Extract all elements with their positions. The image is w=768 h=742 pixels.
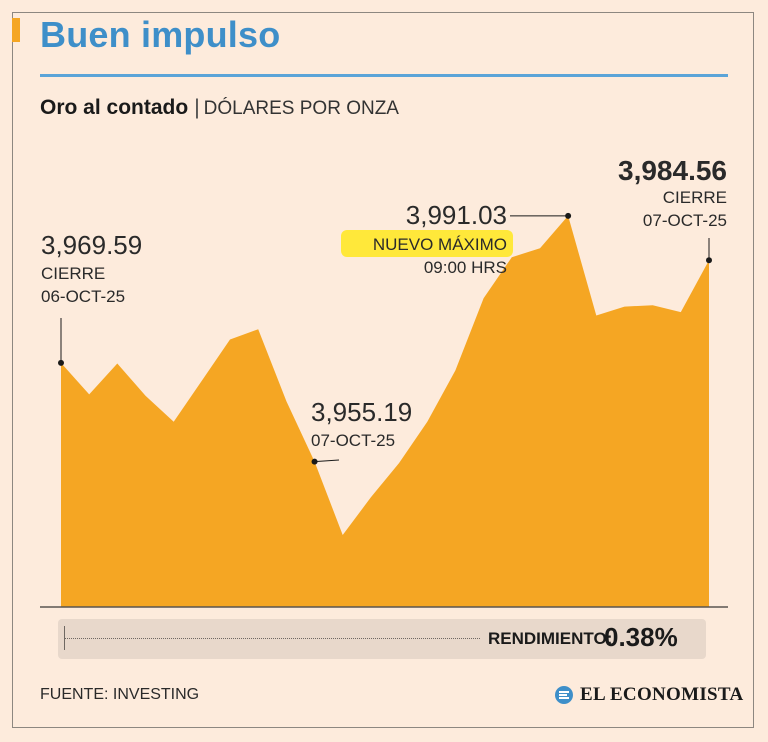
el-economista-logo-icon: [555, 686, 573, 704]
chart-subtitle-main: Oro al contado: [40, 96, 189, 119]
high-caption-label: NUEVO MÁXIMO: [373, 235, 507, 254]
return-panel: [58, 619, 706, 659]
start-date-label: 06-OCT-25: [41, 287, 125, 306]
price-area: [61, 215, 709, 608]
chart-subtitle: Oro al contado | DÓLARES POR ONZA: [40, 96, 399, 120]
page-title: Buen impulso: [40, 14, 281, 55]
end-value-label: 3,984.56: [618, 155, 727, 186]
end-date-label: 07-OCT-25: [643, 211, 727, 230]
return-label: RENDIMIENTO:: [488, 629, 613, 648]
end-caption-label: CIERRE: [663, 188, 727, 207]
title-rule: [40, 74, 728, 77]
title-accent-bar: [12, 18, 20, 42]
source-note: FUENTE: INVESTING: [40, 686, 200, 703]
low-value-label: 3,955.19: [311, 397, 412, 427]
high-marker: [565, 212, 572, 219]
return-value: 0.38%: [604, 622, 678, 652]
infographic-frame: [12, 12, 754, 728]
low-date-label: 07-OCT-25: [311, 431, 395, 450]
low-leader-line: [314, 459, 340, 463]
chart-subtitle-separator: |: [194, 96, 200, 119]
brand-logo: EL ECONOMISTA: [554, 684, 744, 706]
low-marker: [311, 458, 318, 465]
start-marker: [58, 359, 64, 366]
start-caption-label: CIERRE: [41, 264, 105, 283]
start-value-label: 3,969.59: [41, 230, 142, 260]
brand-name: EL ECONOMISTA: [580, 684, 744, 705]
new-high-highlight: [341, 230, 513, 257]
return-panel-guide: [64, 638, 480, 639]
end-marker: [706, 257, 712, 264]
chart-subtitle-unit: DÓLARES POR ONZA: [203, 98, 399, 119]
high-time-label: 09:00 HRS: [424, 258, 507, 277]
high-value-label: 3,991.03: [406, 200, 507, 230]
